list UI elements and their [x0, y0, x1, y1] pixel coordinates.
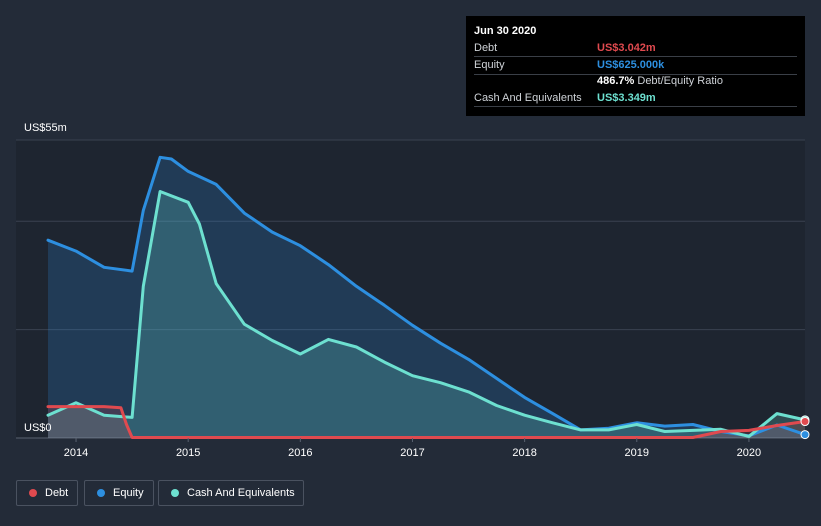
x-tick-label-2018: 2018 [512, 447, 536, 459]
debt-legend-dot [29, 489, 37, 497]
x-tick-label-2015: 2015 [176, 447, 200, 459]
x-tick-label-2020: 2020 [737, 447, 761, 459]
tooltip-debt-value: US$3.042m [597, 42, 656, 54]
cash-and-equivalents-line [46, 190, 807, 438]
cash-and-equivalents-area [48, 191, 805, 438]
debt-area [48, 406, 805, 438]
hover-tooltip: Jun 30 2020 Debt US$3.042m Equity US$625… [466, 16, 805, 116]
tooltip-cash-label: Cash And Equivalents [474, 92, 582, 104]
tooltip-ratio-value: 486.7% [597, 75, 635, 87]
equity-area [48, 157, 805, 439]
equity-legend-dot [97, 489, 105, 497]
legend-item-equity[interactable]: Equity [84, 480, 154, 506]
cash-legend-dot [171, 489, 179, 497]
tooltip-debt-label: Debt [474, 42, 498, 54]
y-axis-bottom-label: US$0 [24, 422, 52, 434]
legend-label-debt: Debt [45, 487, 69, 499]
tooltip-ratio: 486.7% Debt/Equity Ratio [597, 75, 723, 87]
legend-item-debt[interactable]: Debt [16, 480, 78, 506]
legend-label-cash: Cash And Equivalents [187, 487, 295, 499]
equity-end-marker [800, 430, 810, 440]
tooltip-date: Jun 30 2020 [474, 25, 537, 37]
plot-background [16, 140, 805, 438]
tooltip-ratio-label: Debt/Equity Ratio [637, 75, 723, 87]
tooltip-row-cash: Cash And Equivalents US$3.349m [474, 90, 797, 107]
tooltip-row-equity: Equity US$625.000k [474, 57, 797, 73]
legend-label-equity: Equity [113, 487, 144, 499]
tooltip-cash-value: US$3.349m [597, 92, 656, 104]
tooltip-equity-label: Equity [474, 59, 505, 71]
y-axis-top-label: US$55m [24, 122, 67, 134]
equity-line [46, 155, 807, 438]
legend-item-cash[interactable]: Cash And Equivalents [158, 480, 304, 506]
debt-line [46, 405, 807, 439]
x-tick-label-2019: 2019 [625, 447, 649, 459]
tooltip-equity-value: US$625.000k [597, 59, 665, 71]
x-tick-label-2014: 2014 [64, 447, 88, 459]
tooltip-divider [474, 74, 797, 75]
debt-end-marker [800, 417, 810, 427]
tooltip-row-debt: Debt US$3.042m [474, 40, 797, 57]
x-tick-label-2017: 2017 [400, 447, 424, 459]
x-tick-label-2016: 2016 [288, 447, 312, 459]
